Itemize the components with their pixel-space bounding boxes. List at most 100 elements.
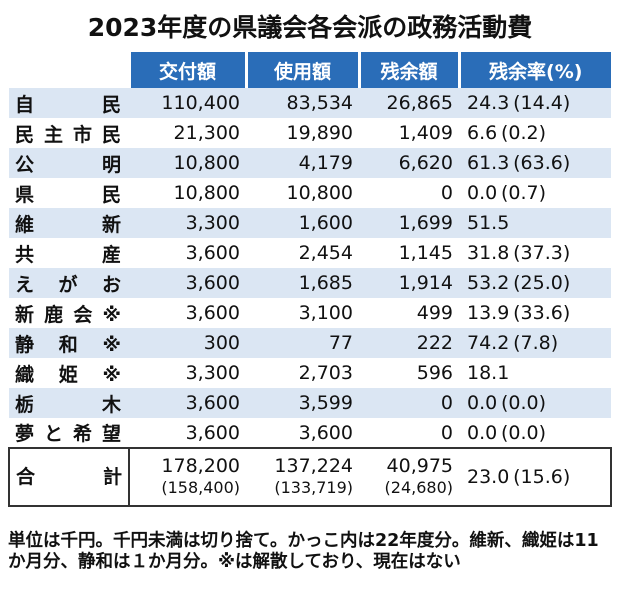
remain-cell: 1,699 <box>359 208 459 238</box>
header-used: 使用額 <box>244 52 359 88</box>
used-cell: 3,599 <box>246 388 359 418</box>
grant-cell: 3,600 <box>129 268 246 298</box>
rate-prev: (25.0) <box>513 272 571 294</box>
faction-name: 自 民 <box>9 88 129 118</box>
expense-table: 交付額 使用額 残余額 残余率(%) 自 民 110,400 83,534 26,86… <box>8 52 612 507</box>
remain-cell: 1,145 <box>398 242 453 264</box>
faction-name: 共 産 <box>15 243 121 266</box>
rate-cell: 74.2 (7.8) <box>459 328 611 358</box>
total-row: 合 計 178,200 (158,400) 137,224 (133,719) 40… <box>8 447 612 507</box>
rate-prev: (0.0) <box>501 392 547 414</box>
used-cell: 83,534 <box>246 88 359 118</box>
table-title: 2023年度の県議会各会派の政務活動費 <box>87 13 533 42</box>
faction-name: 静和※ <box>9 328 129 358</box>
rate-cell: 0.0 (0.0) <box>459 418 611 448</box>
used-cell: 1,685 <box>246 268 359 298</box>
rate-prev: (37.3) <box>513 242 571 264</box>
rate-prev: (0.7) <box>501 182 547 204</box>
header-blank <box>9 52 129 88</box>
faction-name: 織姫※ <box>15 363 121 386</box>
remain-cell: 1,409 <box>398 122 453 144</box>
rate-prev: (0.0) <box>501 421 547 444</box>
used-cell: 77 <box>246 328 359 358</box>
rate-value: 24.3 <box>467 92 510 114</box>
grant-cell: 3,600 <box>185 302 240 324</box>
rate-cell: 18.1 <box>459 358 611 388</box>
total-label: 合 計 <box>8 447 130 507</box>
used-cell: 2,454 <box>298 242 353 264</box>
remain-cell: 499 <box>416 302 453 324</box>
remain-cell: 0 <box>440 182 453 204</box>
remain-cell: 596 <box>416 362 453 384</box>
rate-cell: 61.3 (63.6) <box>459 148 611 178</box>
grant-cell: 21,300 <box>173 122 240 144</box>
used-cell: 10,800 <box>286 182 353 204</box>
rate-value: 13.9 <box>467 302 510 324</box>
remain-cell: 1,914 <box>359 268 459 298</box>
table-row: 維 新 3,300 1,600 1,699 51.5 <box>9 208 611 238</box>
rate-cell: 6.6 (0.2) <box>459 118 611 148</box>
rate-cell: 0.0 (0.7) <box>459 178 611 208</box>
used-cell: 3,100 <box>298 302 353 324</box>
used-cell: 1,600 <box>246 208 359 238</box>
table-row: 民主市民 21,300 19,890 1,409 6.6 (0.2) <box>9 118 611 148</box>
total-used: 137,224 (133,719) <box>246 447 359 507</box>
header-rate: 残余率(%) <box>457 52 611 88</box>
faction-name: 民主市民 <box>15 123 121 146</box>
table-row: 公 明 10,800 4,179 6,620 61.3 (63.6) <box>9 148 611 178</box>
faction-name: 夢と希望 <box>15 423 121 445</box>
rate-prev: (7.8) <box>513 332 559 354</box>
rate-prev: (33.6) <box>513 302 571 324</box>
rate-prev: (14.4) <box>513 92 571 114</box>
total-remain: 40,975 (24,680) <box>359 447 459 507</box>
used-cell: 19,890 <box>286 122 353 144</box>
table-row: えがお 3,600 1,685 1,914 53.2 (25.0) <box>9 268 611 298</box>
table-row: 県 民 10,800 10,800 0 0.0 (0.7) <box>9 178 611 208</box>
rate-value: 51.5 <box>467 212 510 234</box>
rate-cell: 13.9 (33.6) <box>459 298 611 328</box>
rate-cell: 24.3 (14.4) <box>459 88 611 118</box>
table-row: 自 民 110,400 83,534 26,865 24.3 (14.4) <box>9 88 611 118</box>
rate-cell: 53.2 (25.0) <box>459 268 611 298</box>
faction-name: 公 明 <box>9 148 129 178</box>
faction-name: 新鹿会※ <box>15 303 121 326</box>
rate-value: 0.0 <box>467 182 498 204</box>
grant-cell: 110,400 <box>129 88 246 118</box>
table-row: 共 産 3,600 2,454 1,145 31.8 (37.3) <box>9 238 611 268</box>
grant-cell: 300 <box>129 328 246 358</box>
used-cell: 4,179 <box>246 148 359 178</box>
rate-value: 0.0 <box>467 392 498 414</box>
total-grant: 178,200 (158,400) <box>129 447 246 507</box>
total-remain-prev: (24,680) <box>384 478 453 497</box>
table-row: 夢と希望 3,600 3,600 0 0.0 (0.0) <box>9 418 611 448</box>
rate-value: 6.6 <box>467 122 498 144</box>
faction-name: 県 民 <box>15 183 121 206</box>
rate-value: 61.3 <box>467 152 510 174</box>
rate-cell: 31.8 (37.3) <box>459 238 611 268</box>
rate-value: 53.2 <box>467 272 510 294</box>
remain-cell: 0 <box>359 388 459 418</box>
rate-value: 18.1 <box>467 362 510 384</box>
grant-cell: 10,800 <box>129 148 246 178</box>
faction-name: 維 新 <box>9 208 129 238</box>
table-row: 静和※ 300 77 222 74.2 (7.8) <box>9 328 611 358</box>
total-rate: 23.0 (15.6) <box>459 447 612 507</box>
table-row: 新鹿会※ 3,600 3,100 499 13.9 (33.6) <box>9 298 611 328</box>
total-used-prev: (133,719) <box>274 478 353 497</box>
table-row: 織姫※ 3,300 2,703 596 18.1 <box>9 358 611 388</box>
remain-cell: 6,620 <box>359 148 459 178</box>
used-cell: 2,703 <box>298 362 353 384</box>
grant-cell: 3,600 <box>185 242 240 264</box>
rate-cell: 51.5 <box>459 208 611 238</box>
footnote: 単位は千円。千円未満は切り捨て。かっこ内は22年度分。維新、織姫は11か月分、静… <box>8 531 599 572</box>
rate-cell: 0.0 (0.0) <box>459 388 611 418</box>
total-grant-prev: (158,400) <box>161 478 240 497</box>
total-rate-prev: (15.6) <box>513 466 571 488</box>
grant-cell: 10,800 <box>173 182 240 204</box>
rate-prev: (0.2) <box>501 122 547 144</box>
rate-value: 0.0 <box>467 421 498 444</box>
used-cell: 3,600 <box>298 421 353 444</box>
rate-value: 31.8 <box>467 242 510 264</box>
header-remain: 残余額 <box>357 52 459 88</box>
rate-value: 74.2 <box>467 332 510 354</box>
